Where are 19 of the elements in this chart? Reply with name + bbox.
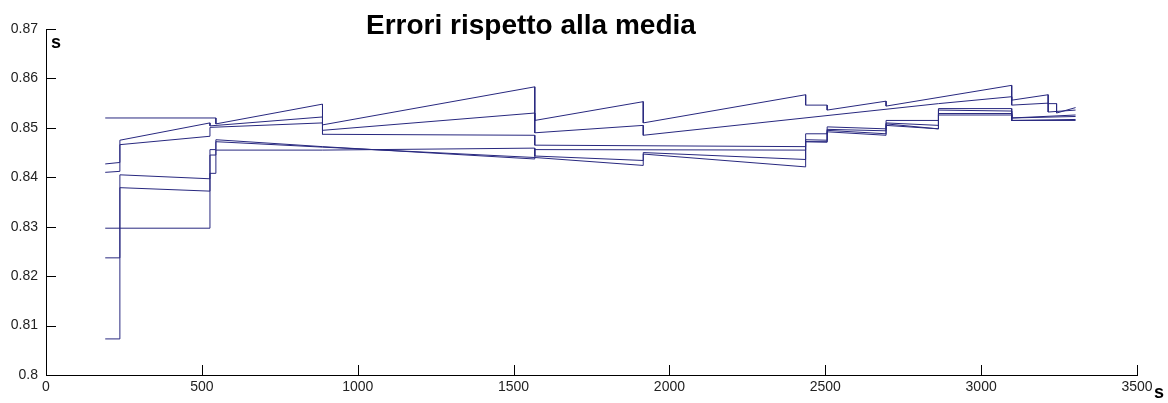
y-axis-title: s: [51, 32, 62, 52]
y-tick-label: 0.84: [10, 168, 39, 185]
x-tick-label: 2500: [809, 378, 842, 395]
y-tick-label: 0.8: [18, 365, 39, 382]
x-tick-label: 2000: [653, 378, 686, 395]
y-tick-label: 0.81: [10, 316, 39, 333]
x-tick-label: 500: [190, 378, 214, 395]
x-tick-label: 0: [42, 378, 51, 395]
y-tick-label: 0.87: [10, 19, 39, 36]
y-tick-label: 0.82: [10, 267, 39, 283]
x-tick-label: 3000: [965, 378, 997, 395]
y-tick-label: 0.86: [10, 69, 39, 86]
x-tick-label: 1500: [497, 378, 530, 395]
x-axis-title: s: [1154, 382, 1165, 402]
x-tick-label: 3500: [1121, 378, 1153, 395]
y-tick-label: 0.83: [10, 217, 39, 234]
chart-title: Errori rispetto alla media: [366, 9, 696, 40]
x-tick-label: 1000: [342, 378, 374, 395]
y-tick-label: 0.85: [10, 118, 39, 135]
